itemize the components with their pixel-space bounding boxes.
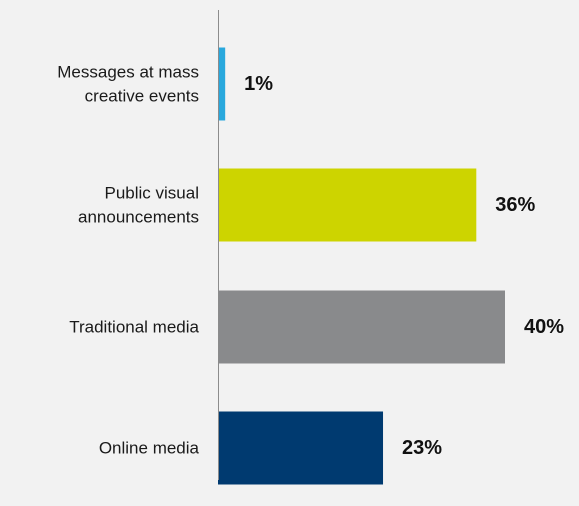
category-label-0-line-1: creative events xyxy=(85,87,199,106)
category-label-1-line-0: Public visual xyxy=(105,184,200,203)
category-label-2-line-0: Traditional media xyxy=(69,318,199,337)
value-label-0: 1% xyxy=(244,73,273,95)
bar-3 xyxy=(218,411,384,485)
bar-0 xyxy=(218,47,226,121)
bar-1 xyxy=(218,168,477,242)
category-label-3-line-0: Online media xyxy=(99,439,200,458)
category-label-1-line-1: announcements xyxy=(78,208,199,227)
value-label-1: 36% xyxy=(495,194,535,216)
bars-group xyxy=(218,47,505,485)
category-label-0-line-0: Messages at mass xyxy=(57,63,199,82)
value-label-2: 40% xyxy=(524,316,564,338)
value-label-3: 23% xyxy=(402,437,442,459)
category-labels-group: Messages at mass creative events Public vi… xyxy=(57,63,199,458)
value-labels-group: 1% 36% 40% 23% xyxy=(244,73,564,459)
bar-2 xyxy=(218,290,505,364)
